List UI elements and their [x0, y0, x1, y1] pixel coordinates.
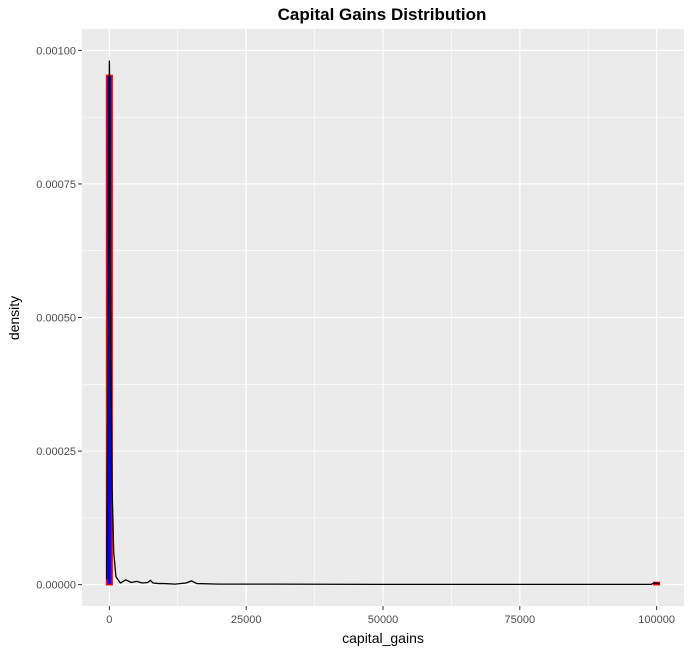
x-tick-label: 100000 — [638, 614, 675, 626]
y-tick-label: 0.00050 — [36, 313, 76, 325]
y-tick-label: 0.00025 — [36, 446, 76, 458]
axes: 0 25000 50000 75000 100000 0.00000 0.00025 0.00… — [36, 45, 675, 626]
density-line — [105, 60, 660, 586]
x-tick-label: 75000 — [505, 614, 536, 626]
x-axis-title: capital_gains — [342, 630, 424, 646]
x-tick-label: 50000 — [368, 614, 399, 626]
chart-title: Capital Gains Distribution — [278, 5, 487, 24]
y-tick-label: 0.00000 — [36, 580, 76, 592]
density-curve — [105, 60, 660, 586]
x-tick-label: 25000 — [231, 614, 262, 626]
y-tick-label: 0.00075 — [36, 179, 76, 191]
x-tick-label: 0 — [106, 614, 112, 626]
y-tick-label: 0.00100 — [36, 45, 76, 57]
y-axis-title: density — [6, 296, 22, 340]
